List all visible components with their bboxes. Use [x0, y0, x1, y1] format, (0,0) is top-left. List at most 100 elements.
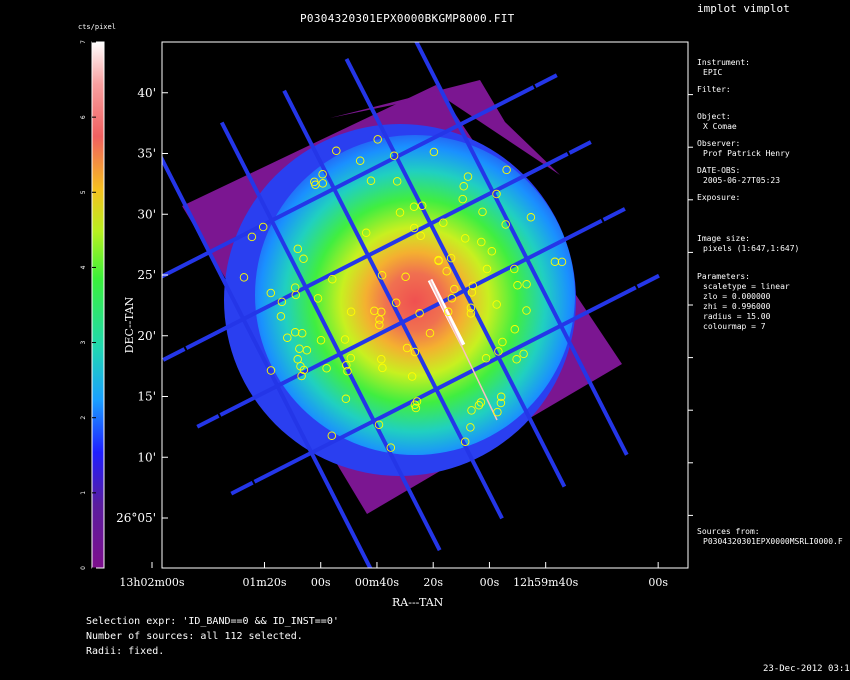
date-block: DATE-OBS: 2005-06-27T05:23: [697, 166, 780, 186]
source-marker: [522, 280, 531, 289]
y-tick-label: 35': [137, 147, 156, 161]
source-marker: [502, 165, 511, 175]
parameters-block: Parameters: scaletype = linear zlo = 0.0…: [697, 272, 790, 332]
selection-expr: Selection expr: 'ID_BAND==0 && ID_INST==…: [86, 616, 339, 627]
source-marker: [411, 403, 421, 413]
source-marker: [442, 266, 451, 276]
source-marker: [417, 201, 427, 210]
source-marker: [346, 353, 356, 363]
chip-gap-line: [162, 73, 558, 279]
source-marker: [407, 372, 417, 381]
param-radius: radius = 15.00: [703, 312, 771, 321]
source-markers: [239, 135, 567, 452]
source-marker: [434, 256, 443, 266]
source-marker: [446, 253, 456, 263]
source-marker: [467, 406, 476, 415]
source-marker: [474, 401, 484, 410]
source-marker: [373, 135, 382, 144]
source-marker: [239, 273, 249, 282]
source-marker: [510, 325, 520, 334]
x-tick-label: 00s: [480, 576, 500, 589]
chip-gap-line: [230, 273, 660, 496]
source-marker: [355, 156, 365, 165]
ccd-chip-gaps: [162, 42, 688, 568]
exposure-region-edge: [330, 80, 560, 175]
source-marker: [443, 307, 453, 317]
y-tick-label: 10': [137, 450, 156, 464]
source-marker: [439, 218, 448, 228]
source-marker: [496, 392, 506, 402]
source-marker: [459, 182, 468, 191]
source-marker: [374, 420, 384, 429]
y-tick-label: 30': [137, 207, 156, 221]
source-marker: [498, 337, 507, 347]
y-tick-label: 25': [137, 268, 156, 282]
source-marker: [450, 284, 459, 294]
source-marker: [466, 303, 476, 313]
chip-gap-line: [162, 300, 299, 568]
chip-gap-line: [219, 121, 442, 552]
y-axis-ticks: 26°05' 10' 15' 20' 25' 30' 35' 40': [116, 86, 168, 525]
colorbar-tick-label: 1: [80, 491, 87, 495]
colorbar-ticks: 0 1 2 3 4 5 6 7: [80, 40, 96, 570]
source-marker: [467, 288, 477, 297]
source-marker: [460, 437, 470, 446]
source-marker: [322, 364, 331, 373]
source-marker: [466, 423, 475, 432]
colorbar-tick-label: 2: [80, 416, 87, 420]
source-marker: [447, 293, 457, 303]
source-marker: [494, 347, 503, 356]
source-marker: [410, 347, 420, 357]
source-marker: [557, 257, 567, 267]
source-marker: [283, 333, 292, 342]
sources-label: Sources from:: [697, 527, 760, 536]
source-marker: [266, 366, 276, 375]
source-marker: [496, 398, 506, 408]
source-marker: [458, 194, 467, 204]
source-marker: [466, 309, 476, 318]
x-tick-label: 12h59m40s: [513, 576, 579, 589]
observer-block: Observer: Prof Patrick Henry: [697, 139, 790, 159]
source-marker: [510, 264, 519, 274]
sources-block: Sources from: P0304320301EPX0000MSRLI000…: [697, 527, 843, 547]
source-marker: [377, 271, 387, 280]
source-marker: [297, 328, 307, 338]
x-axis-label: RA---TAN: [392, 596, 444, 609]
source-marker: [346, 307, 356, 316]
source-marker: [266, 288, 276, 298]
source-marker: [258, 222, 268, 232]
source-marker: [276, 312, 286, 321]
chip-gap-line: [414, 42, 629, 456]
date-value: 2005-06-27T05:23: [703, 176, 781, 185]
chip-gap-line: [344, 58, 567, 488]
frame-ticks: [688, 94, 693, 516]
source-marker: [291, 290, 301, 300]
source-marker: [501, 220, 510, 229]
x-tick-label: 00m40s: [355, 576, 399, 589]
x-tick-label: 00s: [648, 576, 668, 589]
source-marker: [416, 231, 425, 241]
sources-file: P0304320301EPX0000MSRLI0000.F: [703, 537, 843, 546]
source-marker: [332, 146, 341, 156]
source-marker: [519, 349, 528, 359]
source-marker: [481, 354, 491, 363]
source-marker: [468, 281, 478, 291]
y-axis-label: DEC--TAN: [123, 296, 136, 353]
source-marker: [409, 202, 419, 211]
source-marker: [477, 237, 486, 247]
source-marker: [492, 300, 501, 309]
x-tick-label: 20s: [423, 576, 443, 589]
source-marker: [402, 343, 412, 353]
source-marker: [378, 363, 387, 373]
instrument-value: EPIC: [703, 68, 723, 77]
filter-block: Filter:: [697, 85, 731, 95]
source-marker: [311, 180, 320, 190]
source-count: Number of sources: all 112 selected.: [86, 631, 303, 642]
source-marker: [327, 431, 337, 440]
param-scaletype: scaletype = linear: [703, 282, 790, 291]
source-marker: [340, 335, 350, 344]
info-panel: Instrument: EPIC: [697, 58, 750, 78]
chip-gap-line: [196, 207, 626, 429]
source-marker: [361, 228, 371, 238]
